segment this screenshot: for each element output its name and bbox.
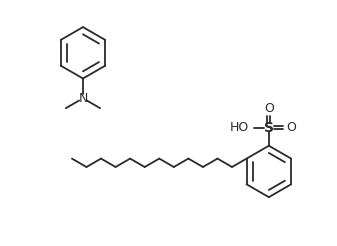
Text: N: N bbox=[78, 92, 88, 105]
Text: HO: HO bbox=[230, 122, 249, 135]
Text: O: O bbox=[264, 102, 274, 115]
Text: S: S bbox=[264, 121, 274, 135]
Text: O: O bbox=[287, 122, 297, 135]
